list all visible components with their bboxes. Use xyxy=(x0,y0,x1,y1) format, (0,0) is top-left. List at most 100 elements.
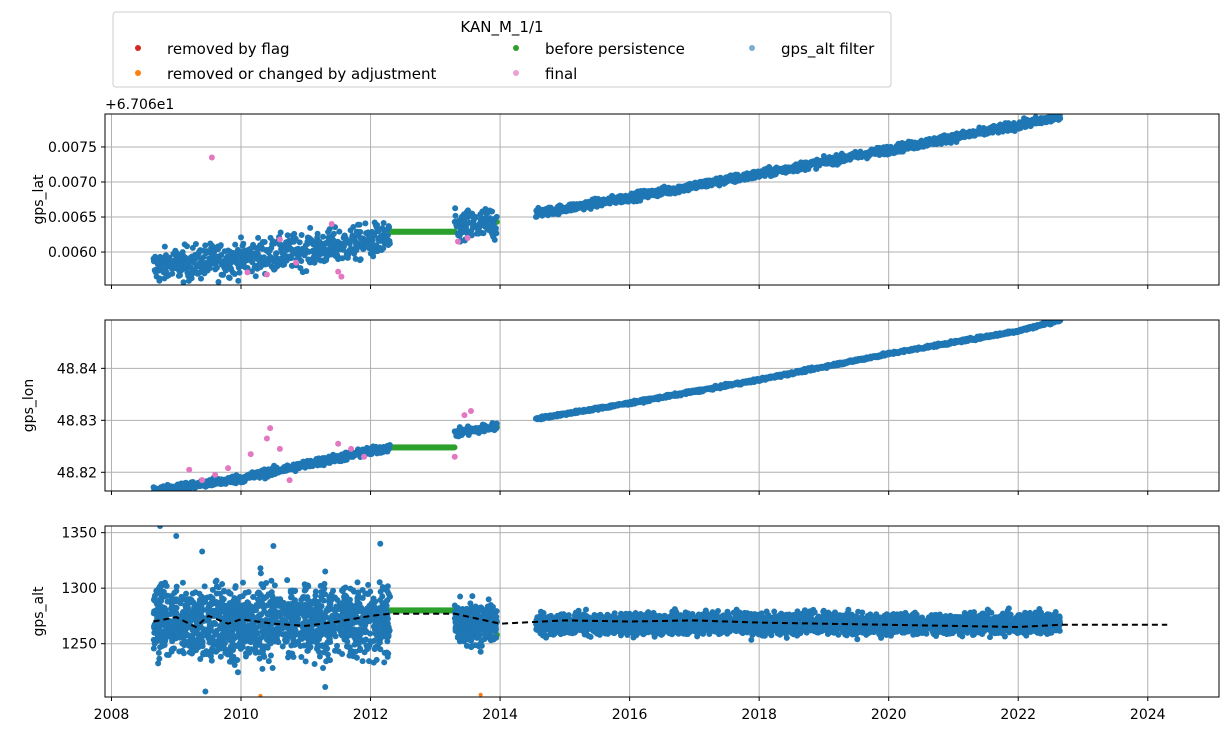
final-point xyxy=(335,440,342,447)
legend-marker-adjustment xyxy=(135,70,141,76)
filter-point xyxy=(169,270,176,277)
filter-point xyxy=(384,232,391,239)
final-point xyxy=(467,407,474,414)
filter-point xyxy=(452,205,459,212)
filter-point xyxy=(298,258,305,265)
filter-point xyxy=(472,214,479,221)
x-tick-label: 2018 xyxy=(741,707,777,723)
filter-point xyxy=(386,224,393,231)
filter-point xyxy=(183,590,190,597)
final-point xyxy=(186,466,193,473)
x-tick-label: 2012 xyxy=(353,707,389,723)
y-tick-label: 0.0075 xyxy=(48,140,97,156)
filter-point xyxy=(303,268,310,275)
filter-point xyxy=(336,228,343,235)
filter-point xyxy=(244,264,251,271)
filter-point xyxy=(255,234,262,241)
filter-point xyxy=(291,230,298,237)
filter-point xyxy=(217,242,224,249)
final-point xyxy=(247,451,254,458)
filter-point xyxy=(240,240,247,247)
filter-point xyxy=(284,232,291,239)
final-point xyxy=(461,412,468,419)
y-axis-label: gps_lon xyxy=(21,379,37,432)
filter-point xyxy=(316,653,323,660)
filter-point xyxy=(183,243,190,250)
filter-point xyxy=(491,236,498,243)
legend-title: KAN_M_1/1 xyxy=(460,18,543,37)
filter-point xyxy=(1057,115,1064,122)
y-tick-label: 1300 xyxy=(61,581,97,597)
filter-point xyxy=(359,595,366,602)
y-tick-label: 0.0060 xyxy=(48,245,97,261)
legend-marker-persistence xyxy=(513,45,519,51)
final-point xyxy=(212,471,219,478)
y-tick-label: 48.83 xyxy=(57,413,97,429)
final-point xyxy=(244,269,251,276)
filter-point xyxy=(238,234,245,241)
x-tick-label: 2014 xyxy=(482,707,518,723)
filter-point xyxy=(356,221,363,228)
filter-point xyxy=(217,653,224,660)
filter-point xyxy=(226,275,233,282)
filter-point xyxy=(236,269,243,276)
filter-point xyxy=(156,655,163,662)
filter-point xyxy=(366,658,373,665)
filter-point xyxy=(220,271,227,278)
filter-point xyxy=(452,212,459,219)
filter-point xyxy=(261,239,268,246)
x-tick-label: 2008 xyxy=(94,707,130,723)
filter-point xyxy=(177,272,184,279)
axes-frame xyxy=(104,319,1220,492)
final-point xyxy=(267,425,274,432)
persistence-point xyxy=(451,444,458,451)
filter-point xyxy=(359,658,366,665)
filter-point xyxy=(179,249,186,256)
final-point xyxy=(263,435,270,442)
filter-point xyxy=(354,579,361,586)
final-point xyxy=(335,268,342,275)
y-tick-label: 48.82 xyxy=(57,465,97,481)
filter-point xyxy=(277,229,284,236)
filter-point xyxy=(296,239,303,246)
filter-point xyxy=(152,493,158,499)
filter-point xyxy=(245,588,252,595)
y-axis-label: gps_alt xyxy=(31,586,47,637)
filter-point xyxy=(350,223,357,230)
legend-label-filter: gps_alt filter xyxy=(781,40,875,59)
x-tick-label: 2020 xyxy=(871,707,907,723)
legend: KAN_M_1/1 removed by flag removed or cha… xyxy=(112,11,892,88)
filter-point xyxy=(493,230,500,237)
filter-point xyxy=(201,583,208,590)
filter-point xyxy=(213,264,220,271)
filter-point xyxy=(180,279,187,285)
plot-area xyxy=(150,320,1064,499)
filter-point xyxy=(380,245,387,252)
filter-point xyxy=(357,256,364,263)
filter-point xyxy=(493,213,500,220)
filter-point xyxy=(330,230,337,237)
filter-point xyxy=(252,273,259,280)
x-tick-label: 2010 xyxy=(223,707,259,723)
final-point xyxy=(464,235,471,242)
lat-offset-label: +6.706e1 xyxy=(105,97,174,113)
y-tick-label: 1250 xyxy=(61,637,97,653)
filter-point xyxy=(480,230,487,237)
filter-point xyxy=(166,285,172,291)
filter-point xyxy=(197,275,204,282)
final-point xyxy=(263,271,270,278)
filter-point xyxy=(155,660,162,667)
filter-point xyxy=(202,242,209,249)
filter-point xyxy=(235,277,242,284)
legend-marker-filter xyxy=(749,45,755,51)
final-point xyxy=(276,445,283,452)
filter-point xyxy=(320,664,327,671)
filter-point xyxy=(298,231,305,238)
final-point xyxy=(338,273,345,280)
filter-point xyxy=(493,420,500,427)
final-point xyxy=(286,477,293,484)
filter-point xyxy=(374,221,381,228)
